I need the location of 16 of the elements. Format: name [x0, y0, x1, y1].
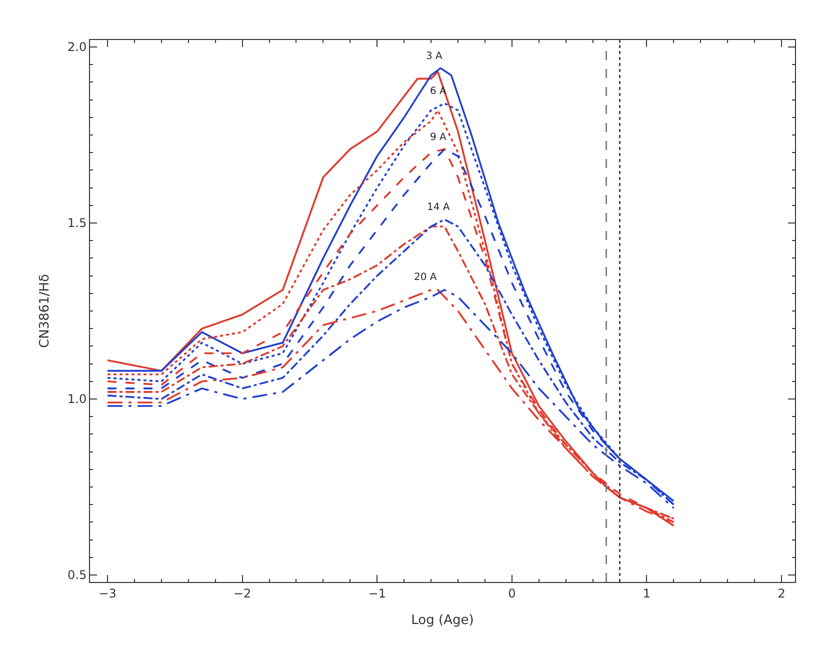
x-tick-label: 0	[508, 586, 516, 600]
x-tick-label: 2	[778, 586, 786, 600]
x-tick-label: −2	[233, 586, 252, 600]
annotation: 3 A	[426, 51, 443, 62]
y-tick-label: 0.5	[68, 568, 87, 582]
y-tick-label: 1.5	[68, 216, 87, 230]
x-tick-label: −3	[98, 586, 116, 600]
x-tick-label: −1	[368, 586, 386, 600]
y-tick-label: 1.0	[68, 392, 87, 406]
annotation: 20 A	[414, 272, 437, 283]
y-tick-label: 2.0	[68, 40, 87, 54]
x-axis-title: Log (Age)	[411, 613, 474, 628]
annotation: 14 A	[427, 202, 450, 213]
annotation: 9 A	[430, 132, 447, 143]
x-tick-label: 1	[642, 586, 651, 600]
y-axis-title: CN3861/Hδ	[37, 274, 52, 348]
